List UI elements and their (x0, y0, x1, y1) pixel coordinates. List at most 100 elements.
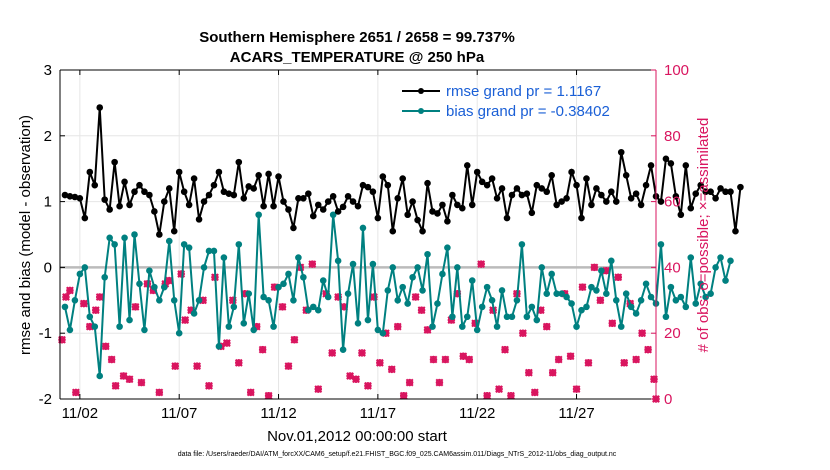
bias-point (627, 303, 635, 311)
bias-point (195, 297, 203, 304)
rmse-point (503, 214, 511, 222)
legend: rmse grand pr = 1.1167 bias grand pr = -0… (402, 83, 610, 120)
bias-point (359, 224, 367, 232)
obs-assimilated-point (71, 388, 80, 397)
bias-point (101, 273, 108, 281)
rmse-point (111, 158, 118, 166)
bias-point (344, 290, 352, 298)
rmse-point (478, 178, 486, 186)
rmse-point (161, 198, 168, 205)
bias-point (647, 293, 655, 301)
bias-point (468, 277, 476, 284)
rmse-point (627, 195, 635, 202)
bias-point (424, 250, 431, 258)
bias-point (598, 267, 605, 274)
bias-point (449, 313, 456, 321)
legend-label: bias grand pr = -0.38402 (446, 103, 610, 120)
rmse-point (240, 195, 248, 202)
rmse-point (200, 198, 208, 205)
bias-point (275, 283, 282, 291)
bias-point (399, 283, 407, 291)
rmse-point (339, 203, 347, 211)
obs-assimilated-point (417, 306, 426, 315)
bias-point (632, 310, 640, 317)
rmse-point (498, 185, 506, 192)
obs-assimilated-point (507, 391, 515, 400)
bias-point (389, 264, 397, 271)
rmse-point (76, 195, 84, 202)
rmse-point (389, 227, 397, 235)
obs-assimilated-point (429, 355, 438, 364)
rmse-point (190, 175, 198, 182)
bias-point (687, 254, 695, 261)
rmse-point (235, 158, 243, 166)
rmse-point (533, 181, 541, 189)
rmse-point (459, 204, 466, 212)
x-tick-label: 11/12 (260, 405, 296, 422)
bias-point (379, 329, 387, 337)
rmse-point (354, 202, 362, 210)
bias-point (642, 280, 650, 288)
rmse-point (657, 198, 665, 205)
rmse-point (593, 185, 600, 192)
bias-point (672, 297, 680, 304)
bias-point (339, 346, 347, 353)
obs-assimilated-point (171, 362, 180, 371)
bias-point (677, 293, 685, 301)
obs-assimilated-point (375, 358, 384, 367)
bias-point (220, 254, 228, 261)
rmse-point (732, 227, 739, 235)
rmse-point (473, 168, 481, 176)
obs-assimilated-point (328, 349, 337, 357)
rmse-point (185, 201, 193, 209)
bias-point (200, 264, 208, 271)
bias-point (265, 297, 272, 304)
bias-point (364, 316, 372, 324)
rmse-point (290, 224, 297, 232)
rmse-point (141, 188, 148, 196)
bias-point (454, 264, 461, 271)
y-axis-label-right: # of obs: o=possible; ×=assimilated (695, 118, 712, 353)
x-tick-label: 11/02 (62, 405, 98, 422)
obs-assimilated-point (137, 378, 146, 387)
bias-point (121, 234, 128, 242)
bias-point (394, 297, 402, 304)
bias-point (617, 323, 625, 330)
rmse-point (662, 155, 670, 163)
bias-point (349, 260, 357, 268)
rmse-point (419, 227, 426, 235)
bias-point (106, 234, 113, 242)
rmse-point (548, 171, 556, 179)
rmse-point (692, 190, 700, 198)
rmse-point (215, 168, 223, 176)
obs-assimilated-point (181, 316, 190, 324)
rmse-point (230, 191, 238, 199)
rmse-point (667, 160, 675, 167)
bias-point (190, 310, 198, 317)
bias-point (473, 326, 481, 334)
y-axis-label-left: rmse and bias (model - observation) (17, 115, 34, 355)
rmse-point (632, 190, 640, 198)
obs-assimilated-point (95, 293, 104, 301)
bias-point (434, 300, 441, 307)
bias-point (290, 297, 297, 304)
rmse-point (126, 201, 133, 209)
rmse-point (255, 171, 262, 179)
x-tick-label: 11/22 (459, 405, 495, 422)
bias-point (280, 280, 287, 288)
bias-point (245, 290, 253, 298)
rmse-point (305, 190, 312, 198)
rmse-point (434, 210, 441, 217)
obs-assimilated-point (572, 385, 581, 394)
rmse-point (165, 185, 173, 192)
obs-assimilated-point (308, 260, 317, 269)
rmse-point (583, 175, 590, 182)
bias-point (409, 273, 416, 281)
bias-point (444, 244, 451, 251)
bias-point (414, 264, 421, 271)
obs-assimilated-point (435, 378, 444, 387)
obs-assimilated-point (387, 365, 396, 374)
y-tick-label-left: 3 (44, 62, 52, 79)
bias-point (180, 241, 188, 248)
bias-point (573, 323, 580, 330)
